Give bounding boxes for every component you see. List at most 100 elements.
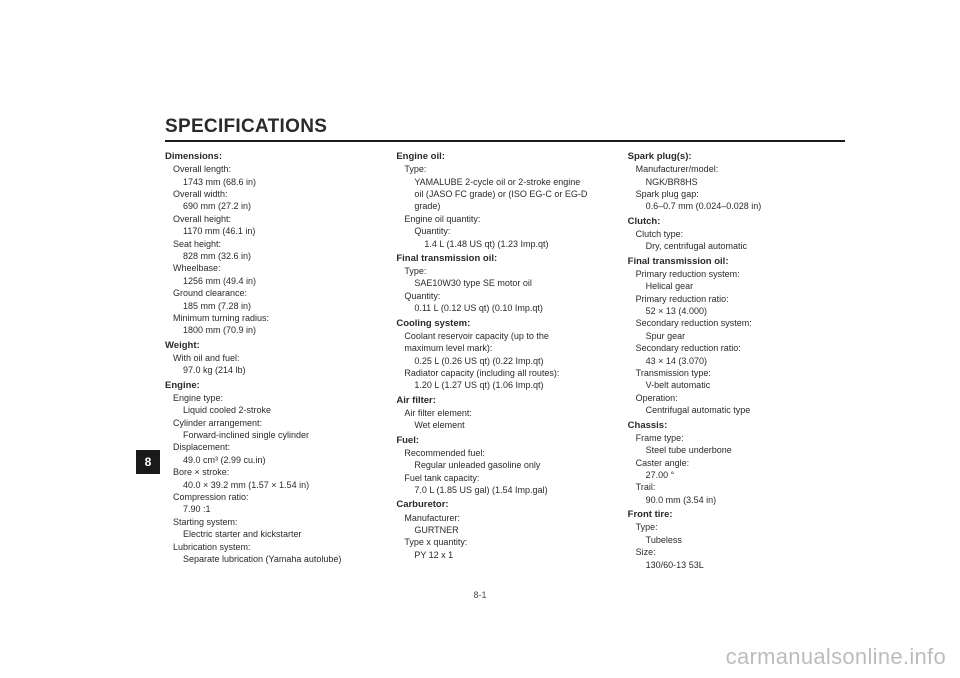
title-rule (165, 140, 845, 142)
column-3: Spark plug(s): Manufacturer/model: NGK/B… (628, 148, 845, 571)
label: Recommended fuel: (396, 447, 613, 459)
value: 1256 mm (49.4 in) (165, 275, 382, 287)
label: Trail: (628, 481, 845, 493)
value: Steel tube underbone (628, 444, 845, 456)
label: Displacement: (165, 441, 382, 453)
label: Wheelbase: (165, 262, 382, 274)
label: Engine oil quantity: (396, 213, 613, 225)
heading-fuel: Fuel: (396, 434, 613, 447)
value: 1743 mm (68.6 in) (165, 176, 382, 188)
value: Regular unleaded gasoline only (396, 459, 613, 471)
heading-spark-plug: Spark plug(s): (628, 150, 845, 163)
value: 1170 mm (46.1 in) (165, 225, 382, 237)
value: 0.6–0.7 mm (0.024–0.028 in) (628, 200, 845, 212)
value: 52 × 13 (4.000) (628, 305, 845, 317)
value: Separate lubrication (Yamaha autolube) (165, 553, 382, 565)
label: Overall length: (165, 163, 382, 175)
heading-final-transmission: Final transmission oil: (628, 255, 845, 268)
value: 43 × 14 (3.070) (628, 355, 845, 367)
value: GURTNER (396, 524, 613, 536)
page-number: 8-1 (0, 590, 960, 600)
value: Wet element (396, 419, 613, 431)
heading-front-tire: Front tire: (628, 508, 845, 521)
value: 40.0 × 39.2 mm (1.57 × 1.54 in) (165, 479, 382, 491)
value: 27.00 ° (628, 469, 845, 481)
value: Forward-inclined single cylinder (165, 429, 382, 441)
label: Spark plug gap: (628, 188, 845, 200)
page: 8 SPECIFICATIONS Dimensions: Overall len… (0, 0, 960, 678)
column-1: Dimensions: Overall length: 1743 mm (68.… (165, 148, 382, 571)
heading-chassis: Chassis: (628, 419, 845, 432)
label: Air filter element: (396, 407, 613, 419)
value: YAMALUBE 2-cycle oil or 2-stroke engine (396, 176, 613, 188)
value: 90.0 mm (3.54 in) (628, 494, 845, 506)
value: 690 mm (27.2 in) (165, 200, 382, 212)
heading-weight: Weight: (165, 339, 382, 352)
label: Bore × stroke: (165, 466, 382, 478)
label: maximum level mark): (396, 342, 613, 354)
label: Clutch type: (628, 228, 845, 240)
value: 185 mm (7.28 in) (165, 300, 382, 312)
label: Overall height: (165, 213, 382, 225)
value: 49.0 cm³ (2.99 cu.in) (165, 454, 382, 466)
value: 130/60-13 53L (628, 559, 845, 571)
value: Electric starter and kickstarter (165, 528, 382, 540)
label: Type: (396, 265, 613, 277)
heading-cooling: Cooling system: (396, 317, 613, 330)
label: Primary reduction system: (628, 268, 845, 280)
label: Minimum turning radius: (165, 312, 382, 324)
label: Compression ratio: (165, 491, 382, 503)
label: Type: (628, 521, 845, 533)
label: Frame type: (628, 432, 845, 444)
value: Centrifugal automatic type (628, 404, 845, 416)
label: Manufacturer: (396, 512, 613, 524)
value: Tubeless (628, 534, 845, 546)
label: Quantity: (396, 225, 613, 237)
label: Overall width: (165, 188, 382, 200)
heading-engine: Engine: (165, 379, 382, 392)
value: 1800 mm (70.9 in) (165, 324, 382, 336)
page-title: SPECIFICATIONS (165, 116, 845, 138)
label: Primary reduction ratio: (628, 293, 845, 305)
section-tab: 8 (136, 450, 160, 474)
label: Quantity: (396, 290, 613, 302)
heading-carburetor: Carburetor: (396, 498, 613, 511)
value: 828 mm (32.6 in) (165, 250, 382, 262)
value: Spur gear (628, 330, 845, 342)
value: Liquid cooled 2-stroke (165, 404, 382, 416)
value: oil (JASO FC grade) or (ISO EG-C or EG-D (396, 188, 613, 200)
value: NGK/BR8HS (628, 176, 845, 188)
value: V-belt automatic (628, 379, 845, 391)
value: 0.25 L (0.26 US qt) (0.22 Imp.qt) (396, 355, 613, 367)
value: grade) (396, 200, 613, 212)
value: Dry, centrifugal automatic (628, 240, 845, 252)
label: Size: (628, 546, 845, 558)
label: Coolant reservoir capacity (up to the (396, 330, 613, 342)
label: Cylinder arrangement: (165, 417, 382, 429)
label: Manufacturer/model: (628, 163, 845, 175)
value: 1.4 L (1.48 US qt) (1.23 Imp.qt) (396, 238, 613, 250)
value: PY 12 x 1 (396, 549, 613, 561)
label: Type x quantity: (396, 536, 613, 548)
label: Secondary reduction system: (628, 317, 845, 329)
label: Lubrication system: (165, 541, 382, 553)
label: Ground clearance: (165, 287, 382, 299)
label: Secondary reduction ratio: (628, 342, 845, 354)
value: 97.0 kg (214 lb) (165, 364, 382, 376)
heading-dimensions: Dimensions: (165, 150, 382, 163)
value: Helical gear (628, 280, 845, 292)
value: SAE10W30 type SE motor oil (396, 277, 613, 289)
label: With oil and fuel: (165, 352, 382, 364)
heading-final-trans-oil: Final transmission oil: (396, 252, 613, 265)
column-2: Engine oil: Type: YAMALUBE 2-cycle oil o… (396, 148, 613, 571)
spec-columns: Dimensions: Overall length: 1743 mm (68.… (165, 148, 845, 571)
label: Caster angle: (628, 457, 845, 469)
value: 1.20 L (1.27 US qt) (1.06 Imp.qt) (396, 379, 613, 391)
content-area: SPECIFICATIONS Dimensions: Overall lengt… (165, 116, 845, 571)
heading-clutch: Clutch: (628, 215, 845, 228)
heading-engine-oil: Engine oil: (396, 150, 613, 163)
value: 7.90 :1 (165, 503, 382, 515)
label: Operation: (628, 392, 845, 404)
label: Radiator capacity (including all routes)… (396, 367, 613, 379)
value: 7.0 L (1.85 US gal) (1.54 Imp.gal) (396, 484, 613, 496)
